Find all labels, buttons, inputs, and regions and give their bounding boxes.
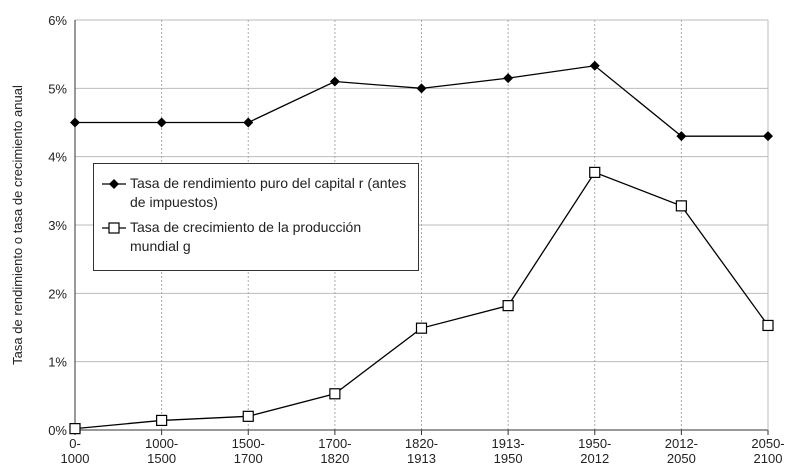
x-tick-label: 2050- xyxy=(751,436,784,451)
y-axis-label: Tasa de rendimiento o tasa de crecimient… xyxy=(10,85,25,365)
marker-diamond xyxy=(243,117,254,128)
x-tick-label: 2012 xyxy=(580,451,609,466)
x-tick-label: 1000 xyxy=(61,451,90,466)
marker-square xyxy=(589,166,601,178)
marker-square xyxy=(502,300,514,312)
y-tick-label: 0% xyxy=(48,423,67,438)
x-tick-label: 1913 xyxy=(407,451,436,466)
marker-square xyxy=(675,200,687,212)
x-tick-label: 1700 xyxy=(234,451,263,466)
marker-square xyxy=(762,319,774,332)
marker-diamond xyxy=(156,117,167,128)
marker-square xyxy=(108,222,120,234)
legend-entry: Tasa de rendimiento puro del capital r (… xyxy=(100,174,412,212)
x-tick-label: 2100 xyxy=(754,451,783,466)
x-tick-label: 1500 xyxy=(147,451,176,466)
marker-diamond xyxy=(329,76,340,87)
marker-square xyxy=(156,414,168,427)
y-tick-label: 2% xyxy=(48,286,67,301)
marker-diamond xyxy=(416,83,427,94)
y-tick-label: 5% xyxy=(48,81,67,96)
x-tick-label: 1820- xyxy=(405,436,438,451)
marker-diamond xyxy=(676,131,687,142)
marker-square xyxy=(69,423,81,435)
marker-diamond xyxy=(589,60,600,71)
y-tick-label: 1% xyxy=(48,355,67,370)
legend-entry: Tasa de crecimiento de la producción mun… xyxy=(100,218,412,256)
marker-diamond xyxy=(503,73,514,84)
y-tick-label: 3% xyxy=(48,218,67,233)
legend-label: Tasa de rendimiento puro del capital r (… xyxy=(130,175,407,210)
x-tick-label: 1500- xyxy=(232,436,265,451)
x-tick-label: 2050 xyxy=(667,451,696,466)
legend-symbol xyxy=(102,222,126,234)
y-tick-label: 4% xyxy=(48,150,67,165)
x-tick-label: 1950 xyxy=(494,451,523,466)
x-tick-label: 2012- xyxy=(665,436,698,451)
marker-square xyxy=(242,410,254,422)
x-tick-label: 1950- xyxy=(578,436,611,451)
x-tick-label: 1700- xyxy=(318,436,351,451)
x-tick-label: 0- xyxy=(69,436,81,451)
marker-diamond xyxy=(70,117,80,128)
marker-diamond xyxy=(763,131,773,142)
marker-diamond xyxy=(109,179,119,189)
x-tick-label: 1820 xyxy=(320,451,349,466)
legend-label: Tasa de crecimiento de la producción mun… xyxy=(130,219,362,254)
legend: Tasa de rendimiento puro del capital r (… xyxy=(93,163,419,271)
marker-square xyxy=(415,322,428,334)
x-tick-label: 1000- xyxy=(145,436,178,451)
legend-symbol xyxy=(102,179,126,189)
y-tick-label: 6% xyxy=(48,13,67,28)
marker-square xyxy=(329,388,341,400)
x-tick-label: 1913- xyxy=(492,436,525,451)
